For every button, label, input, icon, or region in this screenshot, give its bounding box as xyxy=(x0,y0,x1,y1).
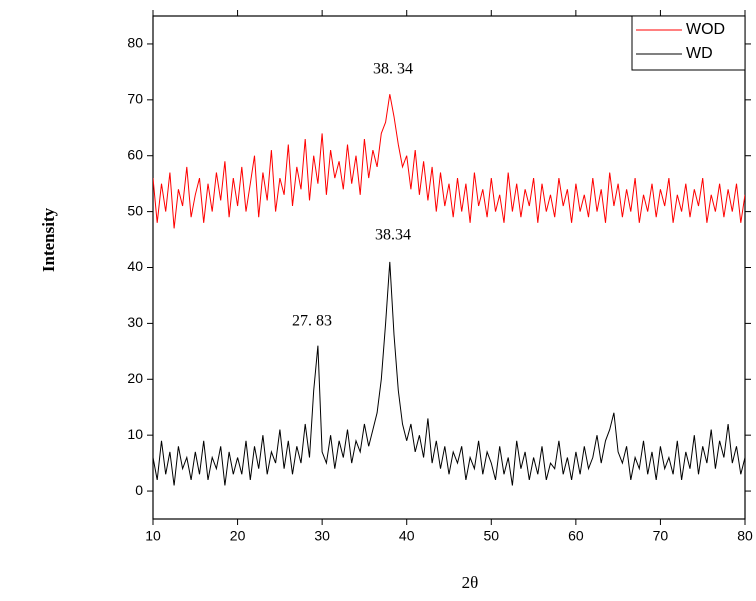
data-line xyxy=(153,94,745,229)
x-tick-label: 60 xyxy=(568,528,584,544)
y-axis-label: Intensity xyxy=(39,207,58,272)
y-tick-label: 60 xyxy=(127,146,143,162)
x-axis-label: 2θ xyxy=(462,573,479,592)
plot-frame xyxy=(152,15,746,520)
legend-label: WD xyxy=(686,45,713,62)
legend-label: WOD xyxy=(686,21,725,38)
annotation: 38. 34 xyxy=(373,61,413,78)
legend-box xyxy=(631,15,746,71)
y-tick-label: 20 xyxy=(127,370,143,386)
x-tick-label: 70 xyxy=(653,528,669,544)
y-tick-label: 0 xyxy=(135,482,143,498)
annotation: 27. 83 xyxy=(292,313,332,330)
data-line xyxy=(153,261,745,486)
x-tick-label: 30 xyxy=(314,528,330,544)
x-tick-label: 40 xyxy=(399,528,415,544)
x-tick-label: 10 xyxy=(145,528,161,544)
y-tick-label: 10 xyxy=(127,426,143,442)
x-tick-label: 80 xyxy=(737,528,753,544)
y-tick-label: 70 xyxy=(127,91,143,107)
y-tick-label: 50 xyxy=(127,202,143,218)
x-tick-label: 50 xyxy=(483,528,499,544)
y-tick-label: 80 xyxy=(127,35,143,51)
x-tick-label: 20 xyxy=(230,528,246,544)
y-tick-label: 40 xyxy=(127,258,143,274)
y-tick-label: 30 xyxy=(127,314,143,330)
annotation: 38.34 xyxy=(375,227,411,244)
